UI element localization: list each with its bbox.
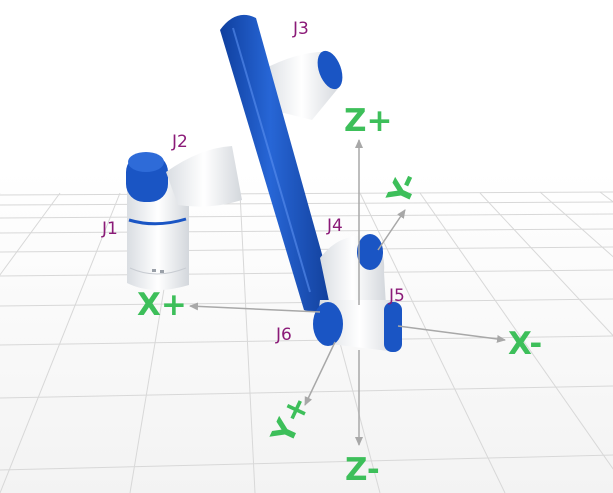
joint-label-j6: J6: [275, 325, 292, 345]
wrist-link-1: [320, 234, 386, 306]
main-link: [220, 14, 332, 312]
joint-label-j3: J3: [292, 19, 309, 39]
y-minus-arrow: [377, 209, 406, 251]
axis-label-z-plus: Z+: [344, 103, 392, 139]
wrist-link-2: [313, 300, 402, 352]
coordinate-axes: [189, 139, 506, 446]
y-plus-arrow: [304, 341, 336, 406]
x-plus-arrow: [189, 302, 321, 313]
axis-label-x-plus: X+: [137, 287, 187, 323]
robot-arm: [126, 14, 402, 352]
shoulder-link: [166, 146, 242, 207]
joint-label-j4: J4: [326, 216, 343, 236]
upper-joint: [262, 50, 343, 120]
joint-label-j1: J1: [101, 219, 118, 239]
base-link: [126, 152, 189, 291]
x-minus-arrow: [397, 325, 506, 343]
axis-label-x-minus: X-: [508, 326, 542, 362]
joint-label-j2: J2: [171, 132, 188, 152]
axis-label-z-minus: Z-: [345, 452, 380, 488]
joint-label-j5: J5: [388, 286, 405, 306]
